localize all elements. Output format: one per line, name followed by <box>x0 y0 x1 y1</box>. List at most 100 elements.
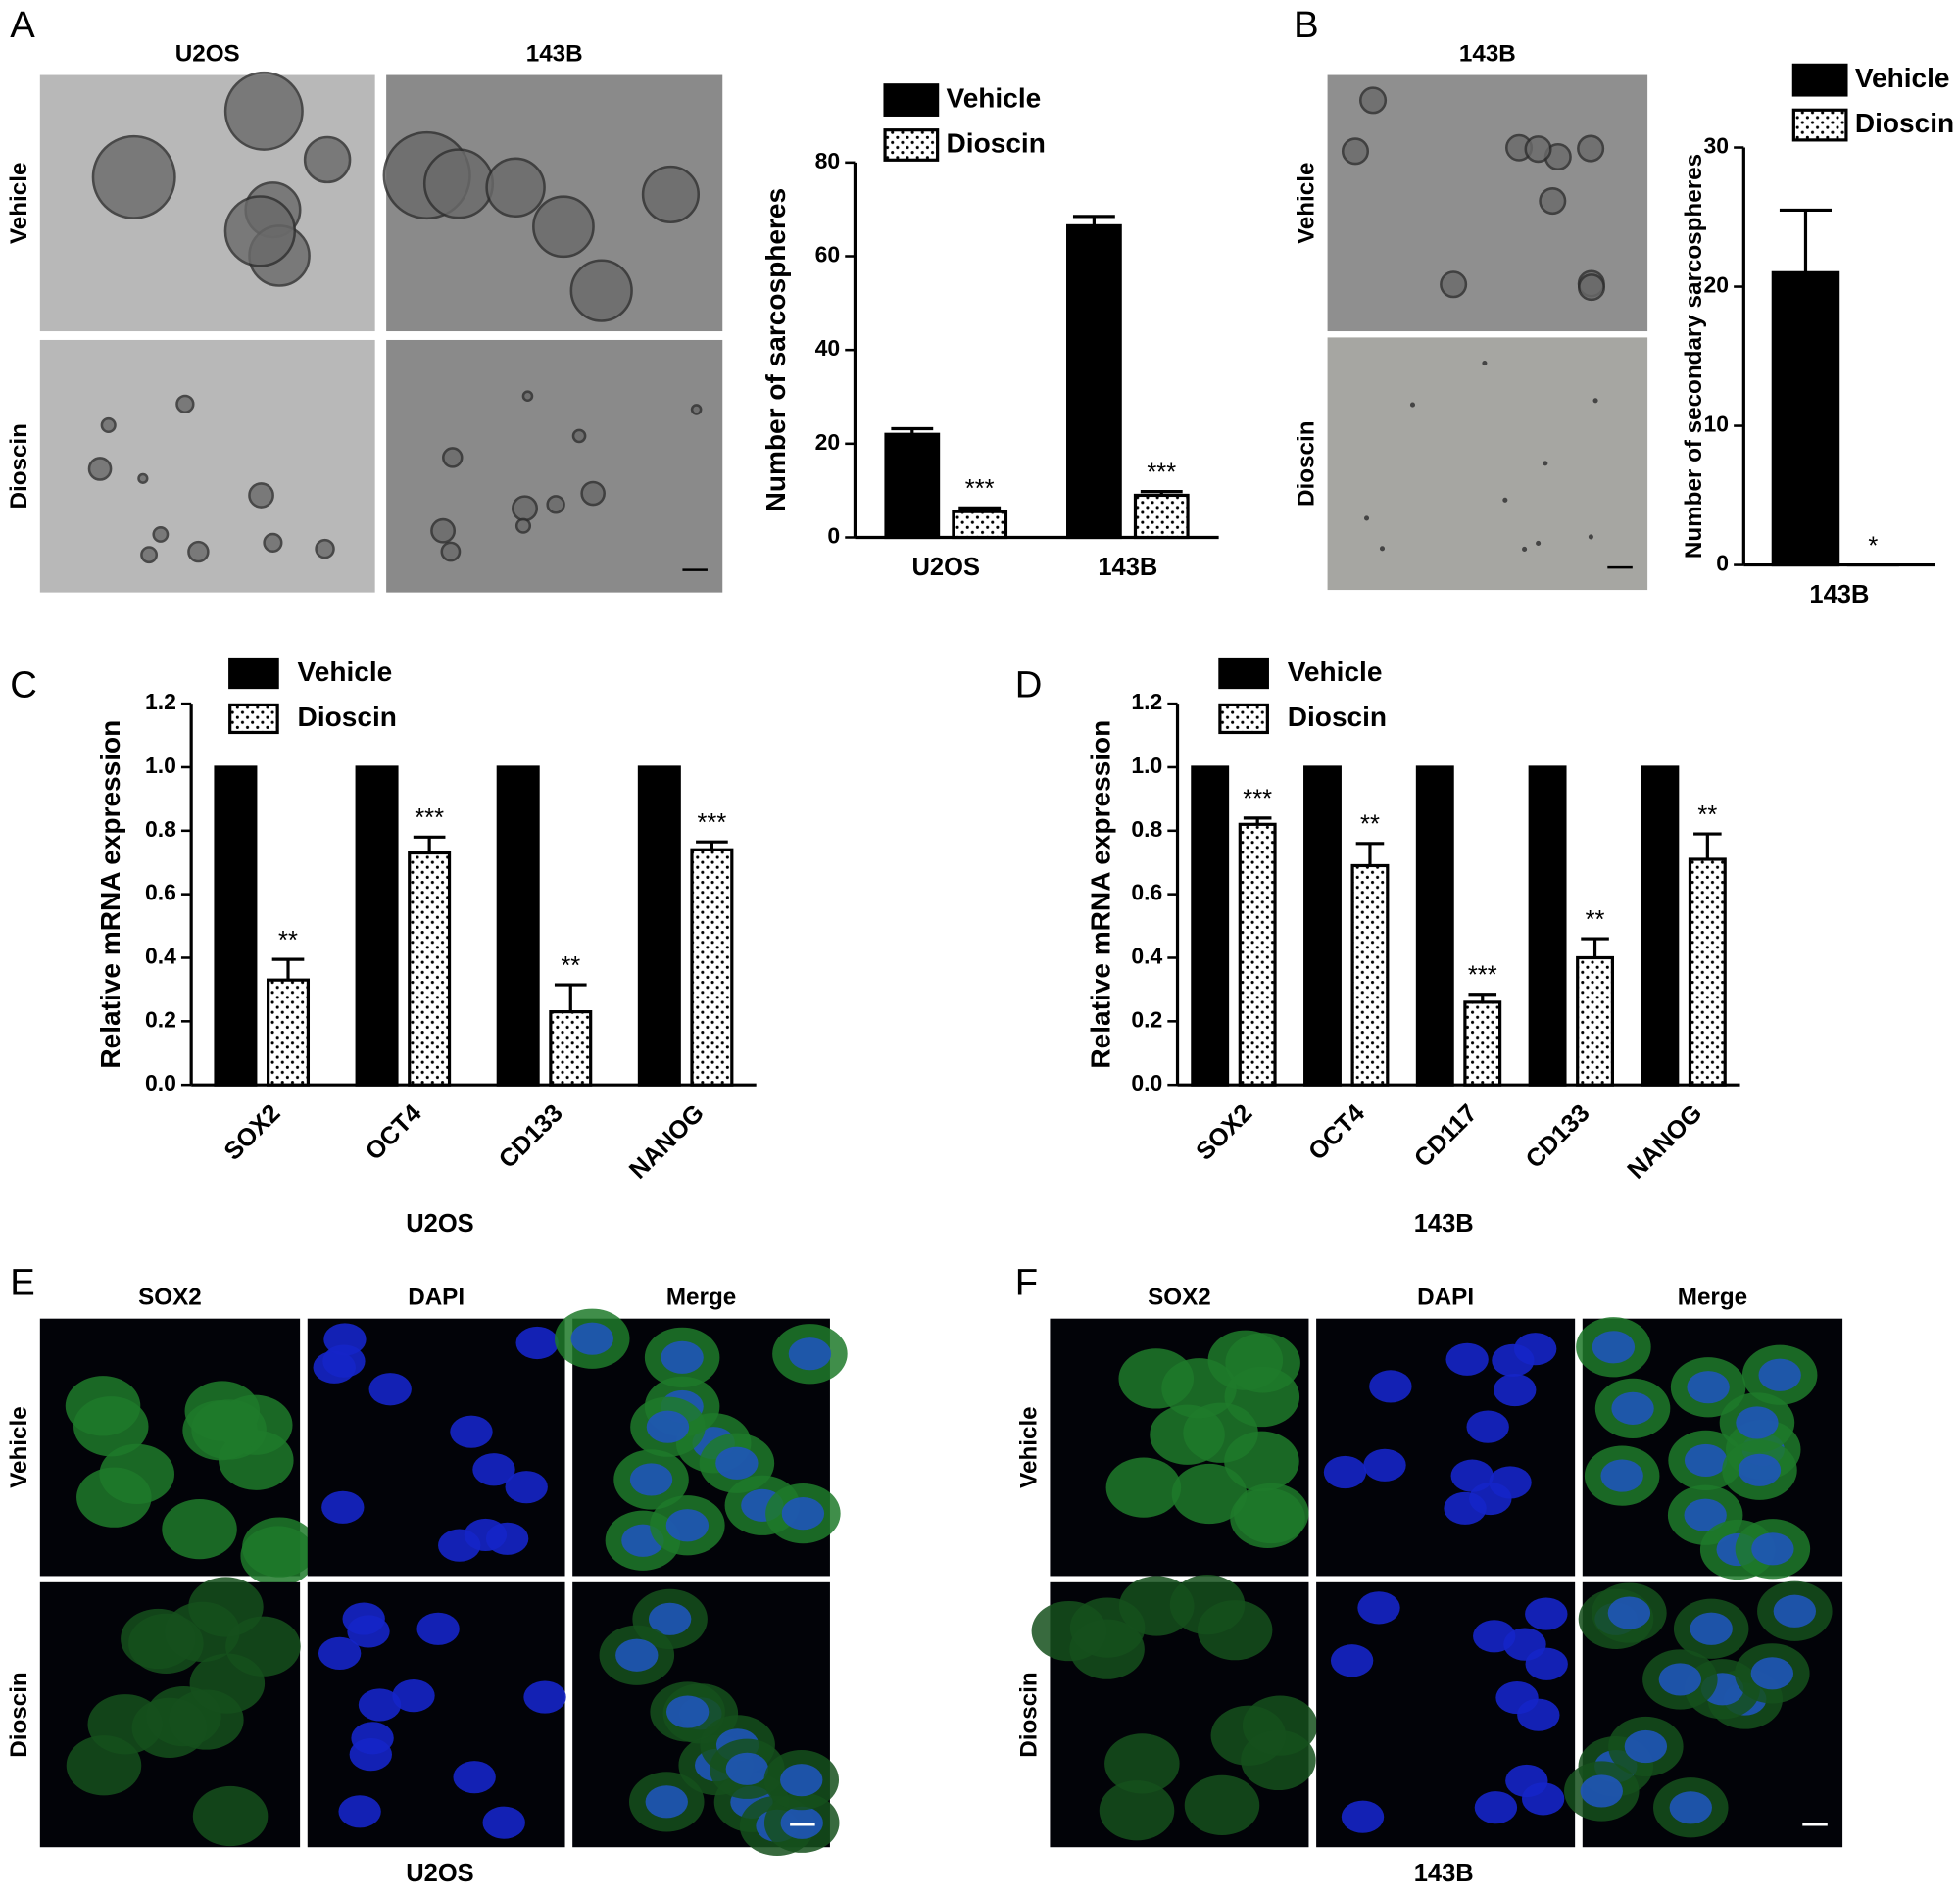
nucleus <box>1363 1448 1406 1482</box>
sphere <box>1592 398 1598 404</box>
nucleus <box>725 1752 769 1785</box>
y-axis-label: Relative mRNA expression <box>1085 720 1115 1069</box>
cell <box>65 1376 141 1436</box>
micrograph <box>39 1318 318 1586</box>
nucleus <box>665 1509 710 1542</box>
bar <box>1415 765 1454 1087</box>
y-tick-label: 1.0 <box>1131 753 1162 778</box>
legend-label: Vehicle <box>1288 656 1383 687</box>
image-background <box>39 74 375 332</box>
micrograph <box>554 1308 848 1577</box>
nucleus <box>780 1764 823 1797</box>
legend-label: Vehicle <box>1855 63 1950 93</box>
x-tick-label: NANOG <box>624 1099 710 1185</box>
bar <box>355 765 399 1087</box>
micrograph <box>1316 1318 1576 1577</box>
y-tick-label: 60 <box>815 242 841 267</box>
nucleus <box>1738 1453 1782 1486</box>
nucleus <box>1369 1370 1412 1403</box>
nucleus <box>661 1340 704 1374</box>
micrograph <box>1576 1317 1843 1580</box>
nucleus <box>1341 1800 1385 1833</box>
sphere <box>140 546 159 564</box>
cell <box>162 1499 237 1560</box>
micrograph <box>1031 1575 1318 1848</box>
sphere <box>1440 270 1468 299</box>
y-tick-label: 0.4 <box>1131 944 1162 969</box>
nucleus <box>1357 1591 1400 1625</box>
bar <box>1133 493 1190 540</box>
bar <box>1688 857 1727 1087</box>
column-label: DAPI <box>408 1285 465 1311</box>
bar <box>549 1010 593 1087</box>
significance: ** <box>1586 906 1605 934</box>
y-tick-label: 1.2 <box>145 689 176 714</box>
sphere <box>512 495 539 522</box>
error-bar <box>1243 816 1272 825</box>
error-bar <box>413 835 446 853</box>
y-tick-label: 30 <box>1704 133 1730 159</box>
error-bar <box>554 983 587 1012</box>
error-bar <box>891 426 934 435</box>
bar <box>1238 822 1277 1087</box>
nucleus <box>1611 1391 1654 1425</box>
sphere <box>1409 402 1416 408</box>
panel-letter: D <box>1015 664 1043 706</box>
micrograph <box>307 1318 565 1577</box>
cell <box>1230 1487 1305 1548</box>
nucleus <box>523 1680 566 1714</box>
nucleus <box>1525 1597 1568 1630</box>
sphere <box>223 195 297 267</box>
nucleus <box>1690 1612 1733 1645</box>
y-tick-label: 0.8 <box>145 816 176 842</box>
nucleus <box>515 1326 559 1360</box>
sphere <box>1341 137 1370 166</box>
legend-swatch <box>883 128 940 162</box>
y-tick-label: 0.8 <box>1131 816 1162 842</box>
error-bar <box>1693 832 1722 859</box>
sphere <box>1359 86 1388 115</box>
micrograph <box>382 74 723 332</box>
nucleus <box>1495 1681 1539 1715</box>
cell <box>1184 1774 1260 1835</box>
significance: *** <box>965 475 995 503</box>
x-tick-label: 143B <box>1809 581 1869 608</box>
nucleus <box>1492 1343 1535 1377</box>
row-label: Vehicle <box>1294 163 1320 244</box>
x-tick-label: OCT4 <box>1303 1098 1370 1165</box>
caption: 143B <box>1414 1860 1474 1887</box>
nucleus <box>715 1446 759 1480</box>
caption: U2OS <box>406 1860 473 1887</box>
x-tick-label: SOX2 <box>220 1099 286 1166</box>
legend-swatch <box>228 657 279 690</box>
bar <box>952 510 1008 540</box>
nucleus <box>648 1602 692 1635</box>
bar <box>637 765 681 1087</box>
sphere <box>690 404 703 415</box>
nucleus <box>1489 1466 1532 1499</box>
y-tick-label: 80 <box>815 148 841 173</box>
sphere <box>1577 273 1606 302</box>
micrograph <box>1327 74 1648 332</box>
micrograph <box>386 339 723 593</box>
error-bar <box>1779 208 1833 273</box>
sphere <box>521 390 534 403</box>
cell <box>189 1653 266 1714</box>
nucleus <box>1751 1532 1794 1566</box>
cell <box>1069 1597 1146 1658</box>
column-label: U2OS <box>175 41 240 68</box>
cell <box>240 1526 316 1586</box>
nucleus <box>1466 1410 1509 1443</box>
sphere <box>430 517 457 544</box>
y-tick-label: 0.4 <box>145 944 176 969</box>
legend-swatch <box>1791 108 1848 142</box>
sphere <box>1482 360 1488 366</box>
significance: *** <box>698 809 727 837</box>
nucleus <box>358 1688 402 1722</box>
micrograph <box>1327 337 1648 591</box>
nucleus <box>1607 1596 1651 1629</box>
y-tick-label: 0.6 <box>145 880 176 905</box>
error-bar <box>1072 215 1115 226</box>
legend-label: Vehicle <box>947 82 1042 113</box>
significance: *** <box>415 804 444 832</box>
